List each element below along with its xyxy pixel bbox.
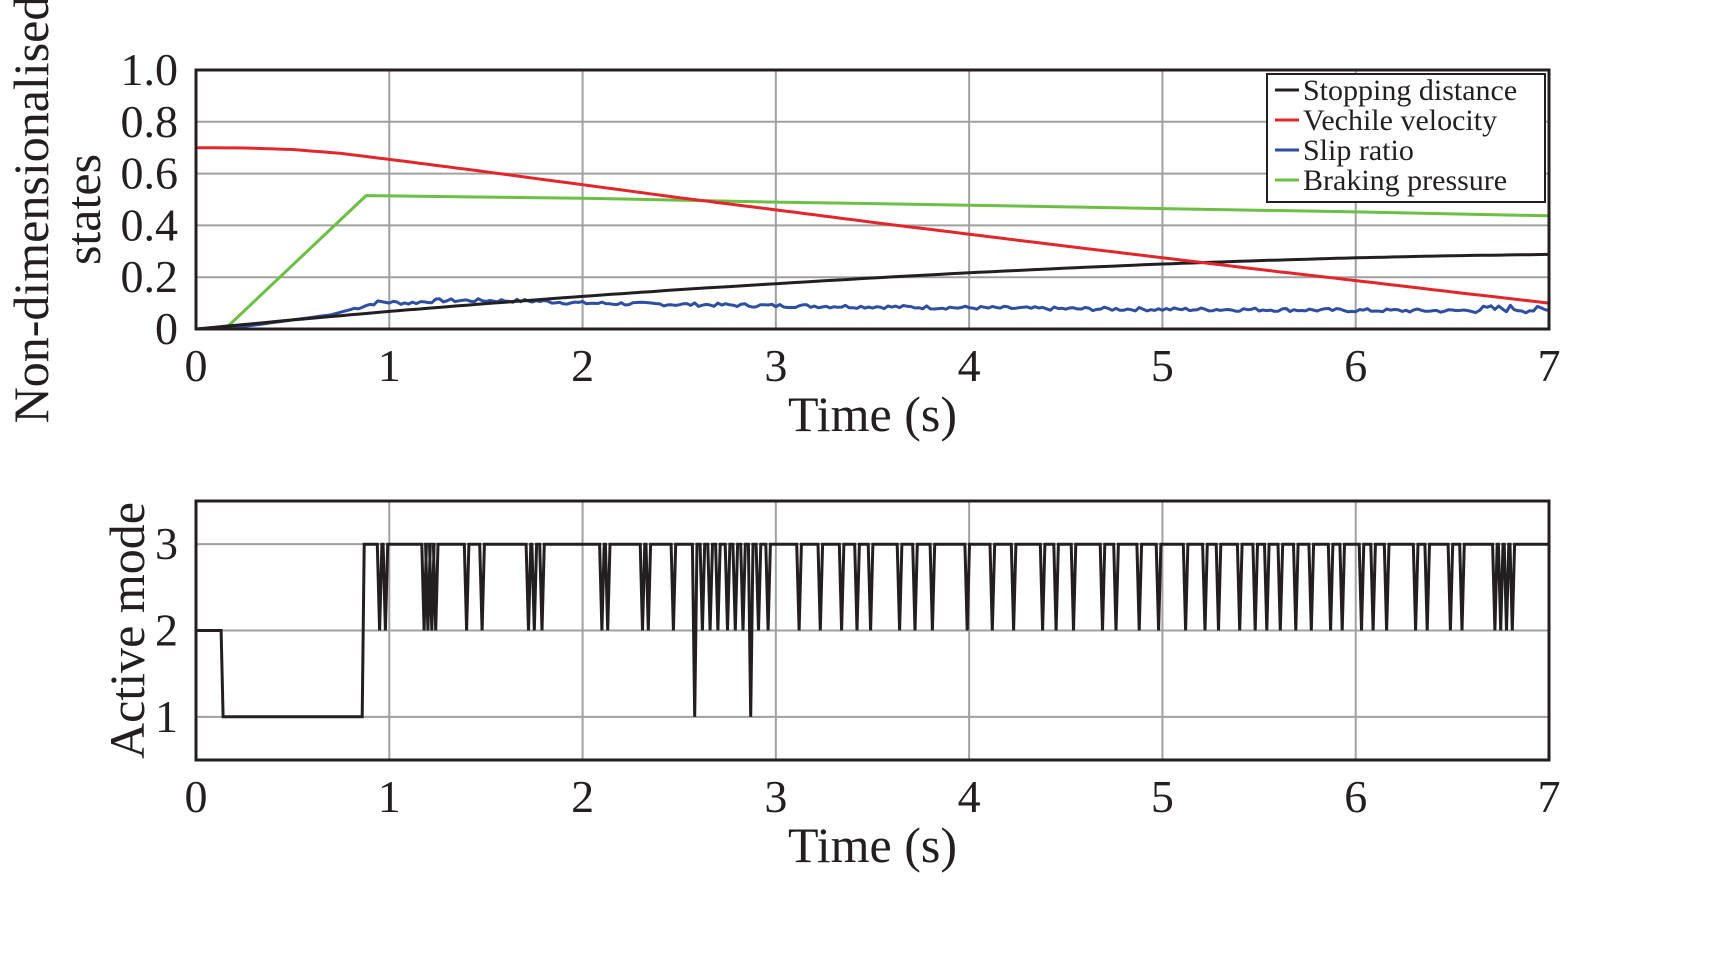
top-y-axis-label-line-1: Non-dimensionalised <box>3 0 59 423</box>
bottom-y-tick-label: 2 <box>155 605 178 656</box>
bottom-y-axis-label: Active mode <box>99 502 155 759</box>
bottom-x-tick-label: 4 <box>958 771 981 822</box>
top-plot-frame <box>194 68 1551 331</box>
top-x-tick-label: 0 <box>185 340 208 391</box>
top-y-tick-label: 0.6 <box>121 148 179 199</box>
bottom-y-tick-labels: 1 2 3 <box>155 518 178 742</box>
top-x-tick-label: 7 <box>1538 340 1561 391</box>
top-x-tick-label: 4 <box>958 340 981 391</box>
top-y-tick-label: 0 <box>155 303 178 354</box>
bottom-x-tick-label: 1 <box>378 771 401 822</box>
bottom-x-tick-label: 6 <box>1344 771 1367 822</box>
bottom-y-tick-label: 1 <box>155 691 178 742</box>
top-y-tick-label: 0.2 <box>121 251 179 302</box>
top-chart: 0 1 2 3 4 5 6 7 00.20.40.60.81.0 Time (s) Non-d… <box>3 0 1561 442</box>
top-x-tick-label: 5 <box>1151 340 1174 391</box>
braking-pressureseries-line <box>196 194 1550 331</box>
legend-entry: Braking pressure <box>1303 164 1507 197</box>
bottom-x-tick-label: 2 <box>571 771 594 822</box>
top-y-tick-label: 1.0 <box>121 44 179 95</box>
top-y-tick-label: 0.8 <box>121 96 179 147</box>
legend-entry: Vechile velocity <box>1303 104 1497 137</box>
bottom-plot-frame <box>194 499 1551 762</box>
legend-entry: Stopping distance <box>1303 74 1517 107</box>
vechile-velocityseries-line <box>195 146 1550 305</box>
top-y-tick-labels: 00.20.40.60.81.0 <box>121 44 179 354</box>
top-series-lines <box>195 146 1550 331</box>
top-y-tick-label: 0.4 <box>121 199 179 250</box>
top-x-tick-label: 1 <box>378 340 401 391</box>
bottom-y-tick-label: 3 <box>155 518 178 569</box>
bottom-series-lines <box>196 542 1549 719</box>
bottom-x-tick-labels: 0 1 2 3 4 5 6 7 <box>185 771 1561 822</box>
top-x-axis-label: Time (s) <box>788 386 957 442</box>
active-mode-line <box>196 542 1549 719</box>
top-x-tick-label: 6 <box>1344 340 1367 391</box>
bottom-x-tick-label: 0 <box>185 771 208 822</box>
slip-ratioseries-line <box>195 297 1550 331</box>
bottom-x-tick-label: 3 <box>764 771 787 822</box>
top-y-axis-label: Non-dimensionalised states <box>3 0 111 423</box>
top-x-tick-label: 2 <box>571 340 594 391</box>
bottom-grid <box>196 501 1549 760</box>
legend-entry: Slip ratio <box>1303 134 1414 167</box>
top-y-axis-label-line-2: states <box>55 154 111 265</box>
bottom-x-axis-label: Time (s) <box>788 817 957 873</box>
stopping-distanceseries-line <box>195 252 1550 331</box>
legend-box <box>1266 73 1546 203</box>
bottom-x-tick-label: 5 <box>1151 771 1174 822</box>
top-x-tick-labels: 0 1 2 3 4 5 6 7 <box>185 340 1561 391</box>
bottom-x-tick-label: 7 <box>1538 771 1561 822</box>
top-x-tick-label: 3 <box>764 340 787 391</box>
